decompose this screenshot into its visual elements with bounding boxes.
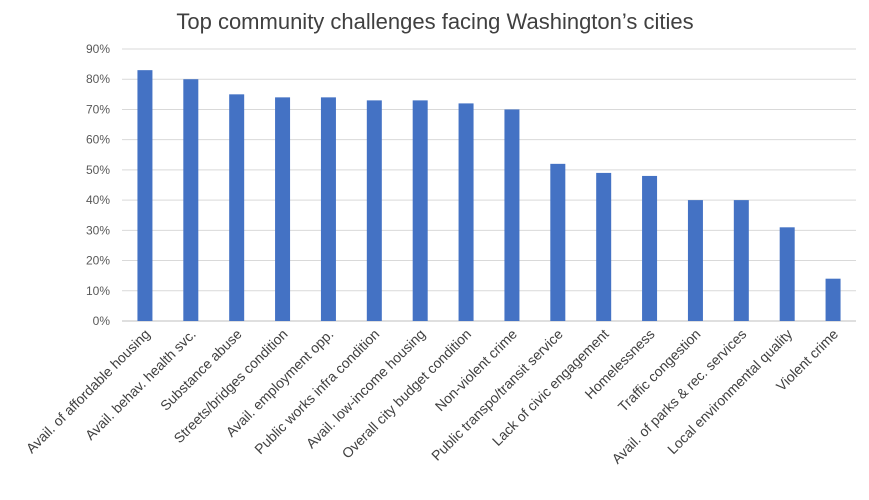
bar	[320, 97, 336, 321]
gridlines	[122, 48, 856, 322]
bar	[229, 94, 245, 321]
bar	[458, 103, 474, 322]
bar	[504, 109, 520, 321]
y-axis-tick-labels: 0% 10% 20% 30% 40% 50% 60% 70% 80% 90%	[86, 42, 110, 328]
y-tick-label: 0%	[93, 314, 111, 328]
y-tick-label: 30%	[86, 223, 110, 237]
x-category-label: Traffic congestion	[615, 326, 704, 415]
bar	[137, 70, 153, 322]
y-tick-label: 40%	[86, 193, 110, 207]
chart-title: Top community challenges facing Washingt…	[176, 9, 693, 34]
bar	[183, 79, 199, 321]
bar	[825, 278, 841, 321]
y-tick-label: 10%	[86, 284, 110, 298]
bar	[412, 100, 428, 321]
bars	[137, 70, 841, 322]
y-tick-label: 20%	[86, 254, 110, 268]
bar	[642, 175, 658, 321]
bar	[733, 200, 749, 321]
y-tick-label: 70%	[86, 102, 110, 116]
y-tick-label: 80%	[86, 72, 110, 86]
y-tick-label: 50%	[86, 163, 110, 177]
bar	[550, 163, 566, 321]
x-category-label: Non-violent crime	[432, 326, 520, 414]
y-tick-label: 90%	[86, 42, 110, 56]
y-tick-label: 60%	[86, 133, 110, 147]
bar	[366, 100, 382, 321]
x-category-label: Substance abuse	[157, 326, 245, 414]
bar	[779, 227, 795, 321]
bar	[275, 97, 291, 321]
bar	[596, 172, 612, 321]
bar	[687, 200, 703, 321]
